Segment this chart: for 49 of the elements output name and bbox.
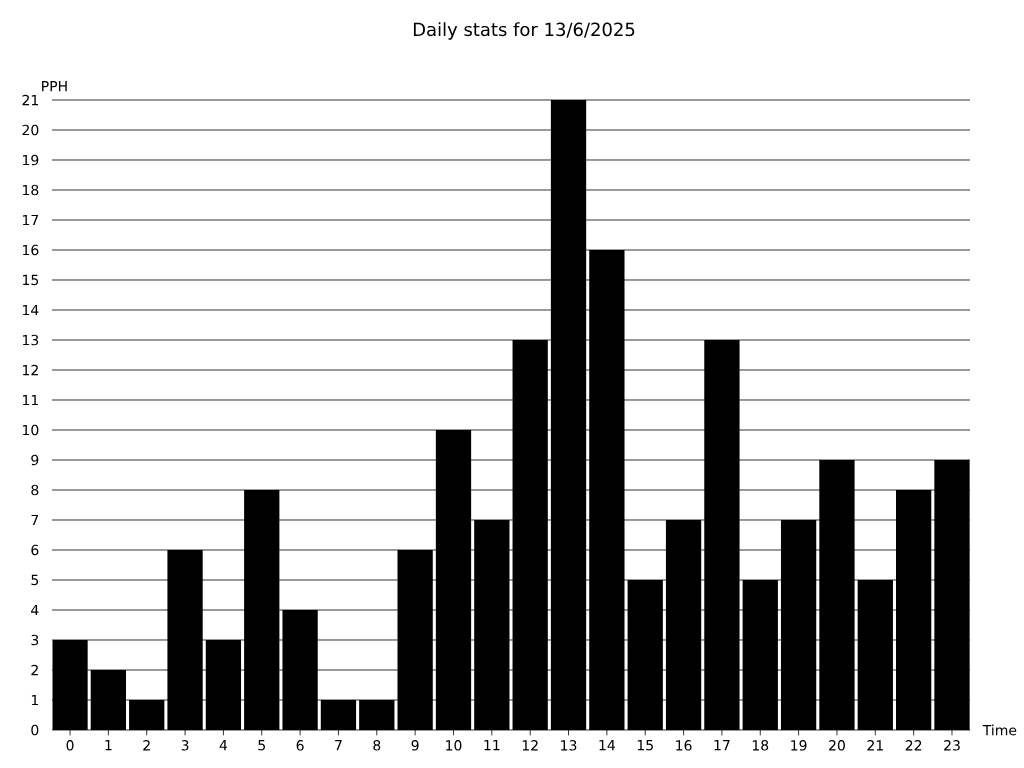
y-tick-label: 21 xyxy=(22,94,38,106)
x-tick-label: 13 xyxy=(561,740,577,751)
x-tick-label: 22 xyxy=(905,740,922,751)
x-tick-label: 2 xyxy=(143,740,150,751)
x-tick-label: 0 xyxy=(66,740,74,751)
x-tick-label: 18 xyxy=(752,740,769,751)
y-tick-label: 6 xyxy=(31,544,39,556)
y-tick-label: 4 xyxy=(31,604,39,616)
y-tick-label: 10 xyxy=(23,424,39,436)
x-tick-label: 19 xyxy=(791,740,807,751)
x-tick-label: 3 xyxy=(181,740,189,751)
x-tick-label: 1 xyxy=(105,740,112,751)
x-tick-label: 5 xyxy=(258,740,265,751)
y-tick-label: 17 xyxy=(23,214,39,226)
y-tick-label: 20 xyxy=(22,124,39,136)
y-tick-label: 18 xyxy=(23,184,39,196)
y-tick-label: 12 xyxy=(23,364,38,376)
y-tick-label: 11 xyxy=(23,394,38,406)
x-tick-label: 20 xyxy=(829,740,845,751)
y-tick-label: 5 xyxy=(31,574,39,586)
x-tick-label: 11 xyxy=(484,740,500,751)
x-tick-label: 23 xyxy=(944,740,960,751)
x-tick-label: 9 xyxy=(411,740,419,751)
y-tick-label: 19 xyxy=(23,154,39,166)
y-tick-label: 13 xyxy=(23,334,39,346)
x-tick-label: 15 xyxy=(637,740,653,751)
y-tick-label: 1 xyxy=(31,694,38,706)
y-axis-title: PPH xyxy=(42,81,67,92)
x-tick-label: 16 xyxy=(676,740,692,751)
y-tick-label: 2 xyxy=(31,664,38,676)
x-tick-label: 6 xyxy=(296,740,304,751)
x-tick-label: 17 xyxy=(714,740,730,751)
x-tick-label: 7 xyxy=(335,740,342,751)
y-tick-label: 0 xyxy=(31,724,39,736)
x-tick-label: 4 xyxy=(219,740,228,751)
y-tick-label: 8 xyxy=(31,484,39,496)
y-tick-label: 15 xyxy=(23,274,39,286)
x-tick-label: 10 xyxy=(446,740,462,751)
x-tick-label: 14 xyxy=(599,740,615,751)
x-axis-title: Time xyxy=(982,724,1017,736)
y-tick-label: 14 xyxy=(23,304,39,316)
y-tick-label: 9 xyxy=(31,454,39,466)
chart-title: Daily stats for 13/6/2025 xyxy=(413,22,635,40)
y-tick-label: 7 xyxy=(31,514,39,526)
x-tick-label: 12 xyxy=(522,740,538,751)
x-tick-label: 21 xyxy=(867,740,883,751)
x-tick-label: 8 xyxy=(373,740,381,751)
y-tick-label: 3 xyxy=(31,634,39,646)
y-tick-label: 16 xyxy=(23,244,39,256)
